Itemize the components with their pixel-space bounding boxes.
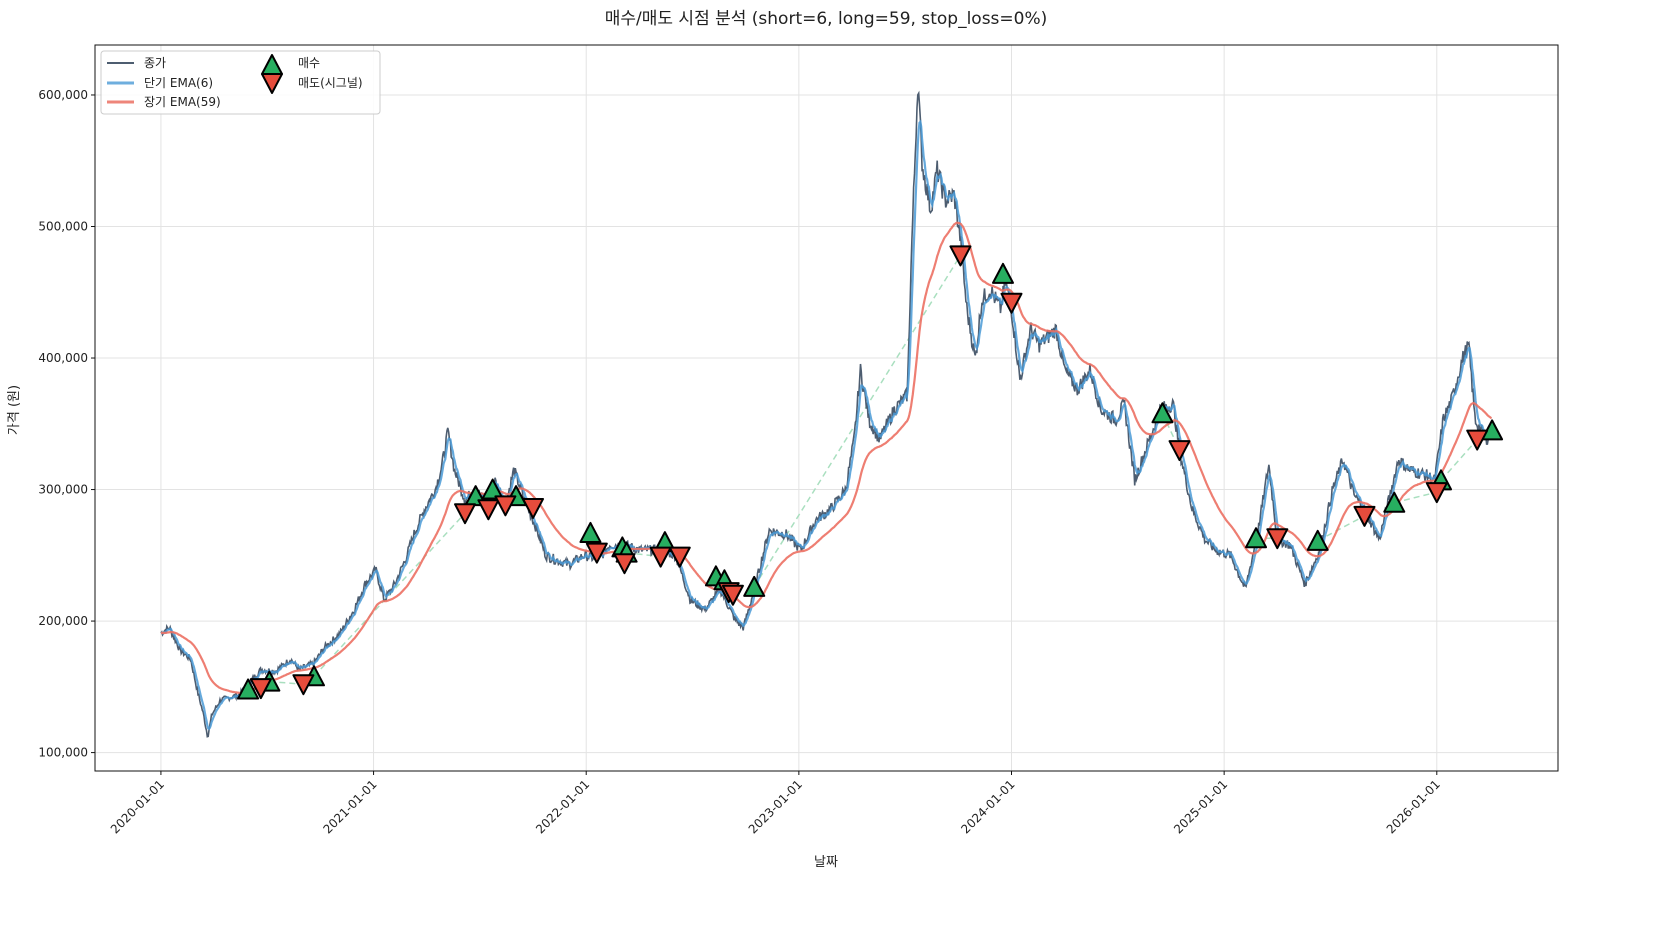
- x-tick-label: 2024-01-01: [958, 777, 1017, 836]
- sell-marker: [613, 553, 636, 575]
- short-ema-line: [160, 119, 1493, 731]
- sell-marker: [1353, 505, 1376, 527]
- trade-line: [313, 512, 466, 677]
- y-axis-ticks: 100,000 200,000 300,000 400,000 500,000 600,0…: [38, 88, 95, 760]
- buy-marker: [237, 678, 260, 700]
- y-tick-label: 300,000: [38, 483, 88, 497]
- buy-marker: [1151, 402, 1174, 424]
- legend-sell-label: 매도(시그널): [298, 76, 363, 90]
- y-tick-label: 400,000: [38, 351, 88, 365]
- y-tick-label: 500,000: [38, 220, 88, 234]
- sell-marker: [1168, 440, 1191, 462]
- y-tick-label: 200,000: [38, 614, 88, 628]
- trade-line: [1394, 491, 1437, 504]
- y-axis-label: 가격 (원): [7, 385, 22, 435]
- x-tick-label: 2023-01-01: [746, 777, 805, 836]
- sell-marker: [1266, 528, 1289, 550]
- buy-marker: [481, 478, 504, 500]
- sell-marker: [292, 674, 315, 696]
- sell-marker: [494, 495, 517, 517]
- y-tick-label: 600,000: [38, 88, 88, 102]
- buy-marker: [743, 575, 766, 597]
- sell-marker: [668, 546, 691, 568]
- y-tick-label: 100,000: [38, 746, 88, 760]
- legend-long-ema-label: 장기 EMA(59): [144, 95, 221, 109]
- sell-marker: [1466, 429, 1489, 451]
- x-tick-label: 2025-01-01: [1171, 777, 1230, 836]
- legend: 종가 단기 EMA(6) 장기 EMA(59) 매수 매도(시그널): [100, 50, 381, 115]
- x-axis-ticks: 2020-01-01 2021-01-01 2022-01-01 2023-01-01…: [108, 771, 1443, 836]
- legend-close-label: 종가: [144, 56, 166, 70]
- buy-marker: [1383, 491, 1406, 513]
- sell-marker: [477, 499, 500, 521]
- sell-marker: [1000, 292, 1023, 314]
- chart-title: 매수/매도 시점 분석 (short=6, long=59, stop_loss…: [605, 9, 1048, 29]
- trade-line: [1440, 439, 1478, 481]
- legend-buy-label: 매수: [298, 56, 320, 70]
- sell-marker: [949, 245, 972, 267]
- plot-frame: [94, 44, 1559, 772]
- buy-marker: [1306, 529, 1329, 551]
- legend-sell-marker: [261, 73, 283, 94]
- buy-marker: [991, 262, 1014, 284]
- x-tick-label: 2022-01-01: [533, 777, 592, 836]
- sell-marker: [522, 497, 545, 519]
- close-price-line: [160, 90, 1493, 738]
- sell-marker: [721, 584, 744, 606]
- sell-marker: [249, 678, 272, 700]
- legend-short-ema-label: 단기 EMA(6): [144, 76, 213, 90]
- grid: [95, 45, 1558, 771]
- trade-lines: [248, 255, 1478, 691]
- signal-markers: [237, 245, 1504, 700]
- sell-marker: [585, 542, 608, 564]
- x-tick-label: 2020-01-01: [108, 777, 167, 836]
- series-lines: [160, 90, 1493, 738]
- sell-marker: [1425, 482, 1448, 504]
- x-tick-label: 2021-01-01: [320, 777, 379, 836]
- buy-marker: [579, 521, 602, 543]
- buy-marker: [1245, 527, 1268, 549]
- sell-marker: [454, 503, 477, 525]
- x-axis-label: 날짜: [814, 855, 838, 870]
- long-ema-line: [160, 221, 1492, 695]
- sell-marker: [649, 546, 672, 568]
- trade-line: [1317, 515, 1365, 542]
- x-tick-label: 2026-01-01: [1384, 777, 1443, 836]
